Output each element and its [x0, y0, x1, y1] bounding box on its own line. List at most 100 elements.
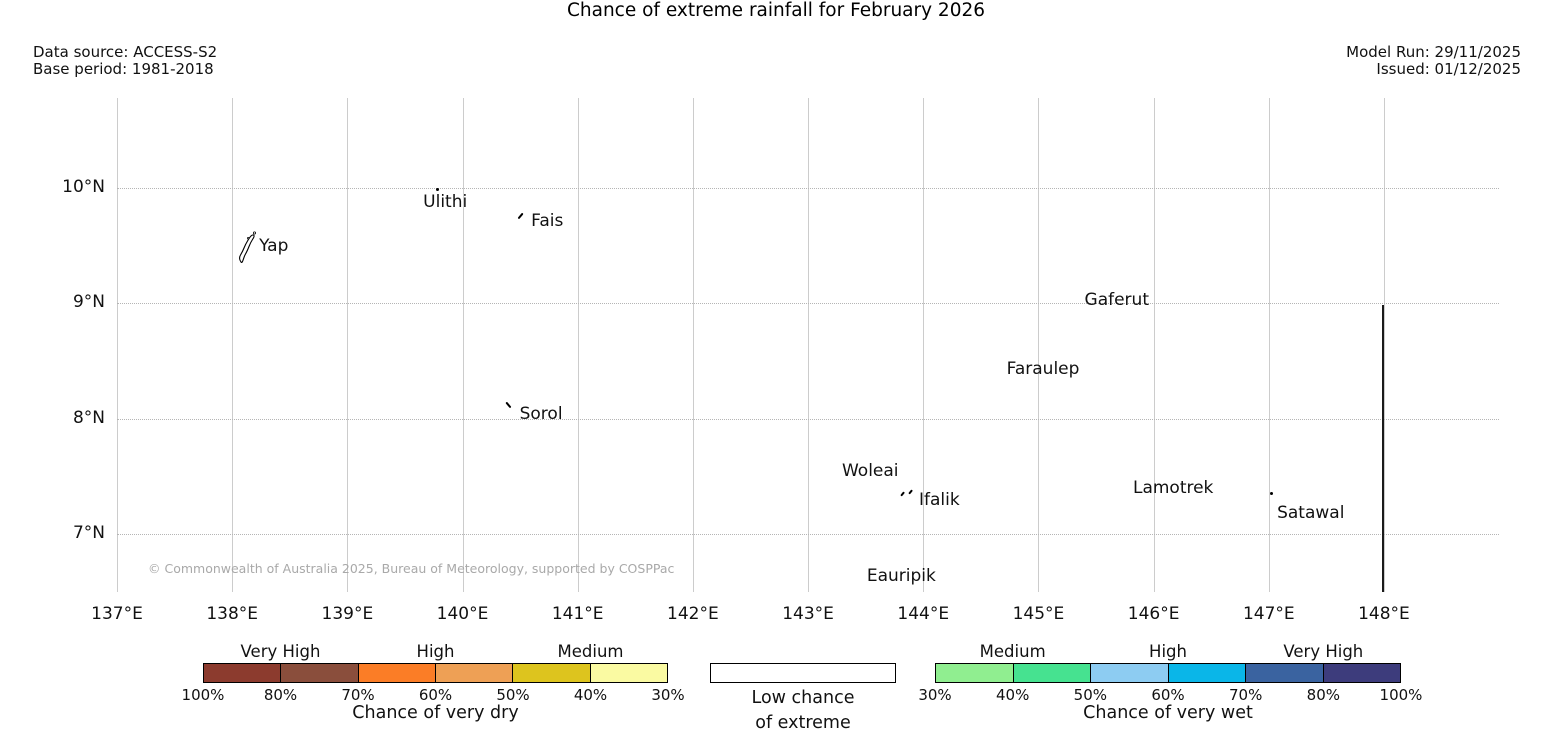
- x-axis-tick-label: 148°E: [1358, 604, 1410, 624]
- legend-color-segment: [1246, 664, 1324, 682]
- dry-legend-caption: Chance of very dry: [352, 703, 519, 723]
- island-label: Lamotrek: [1132, 477, 1214, 498]
- legend-header-label: Very High: [240, 642, 321, 661]
- parallel-gridline: [117, 533, 1499, 535]
- dry-colorbar: [203, 663, 668, 683]
- x-axis-tick-label: 147°E: [1242, 604, 1295, 624]
- meridian-gridline: [347, 98, 349, 592]
- legend-color-segment: [435, 664, 514, 682]
- x-axis-tick-label: 137°E: [91, 604, 143, 624]
- island-dot-icon: [435, 187, 439, 191]
- legend-color-segment: [513, 664, 591, 682]
- low-chance-caption: Low chance of extreme: [710, 686, 896, 736]
- island-label: Eauripik: [866, 565, 936, 586]
- meridian-gridline: [1268, 98, 1270, 592]
- legend-color-segment: [1013, 664, 1091, 682]
- meridian-gridline: [692, 98, 694, 592]
- legend-tick-label: 80%: [1306, 686, 1340, 704]
- island-outline-icon: [234, 229, 260, 265]
- meridian-gridline: [923, 98, 925, 592]
- meridian-gridline: [577, 98, 579, 592]
- island-tick-icon: [900, 491, 905, 497]
- legend-chance-of-very-wet: Medium High Very High 30% 40% 50% 60% 70% 80% 10…: [918, 642, 1422, 732]
- x-axis-tick-label: 138°E: [206, 604, 259, 624]
- legend-chance-of-very-dry: Very High High Medium 100% 80% 70% 60% 50% 40% 3…: [182, 642, 685, 732]
- island-label: Ifalik: [918, 490, 960, 511]
- meridian-gridline: [1038, 98, 1040, 592]
- legend-header-label: High: [1149, 642, 1187, 661]
- meta-right: Model Run: 29/11/2025 Issued: 01/12/2025: [1346, 44, 1521, 77]
- legend-color-segment: [590, 664, 667, 682]
- x-axis-tick-label: 146°E: [1127, 604, 1180, 624]
- page-title: Chance of extreme rainfall for February …: [566, 0, 986, 21]
- island-label: Fais: [531, 210, 564, 231]
- legend-header-label: Medium: [979, 642, 1046, 661]
- island-label: Ulithi: [423, 192, 468, 213]
- model-run-text: Model Run: 29/11/2025: [1346, 43, 1521, 61]
- legend-tick-label: 80%: [263, 686, 298, 704]
- meridian-gridline: [1383, 98, 1385, 592]
- issued-text: Issued: 01/12/2025: [1376, 59, 1521, 78]
- y-axis-tick-label: 7°N: [72, 522, 105, 543]
- island-label: Sorol: [519, 403, 563, 424]
- x-axis-tick-label: 142°E: [667, 604, 719, 624]
- island-tick-icon: [908, 489, 913, 495]
- legend-tick-label: 50%: [1073, 686, 1107, 704]
- meridian-gridline: [232, 98, 234, 592]
- low-chance-colorbox: [710, 663, 896, 683]
- meridian-gridline: [462, 98, 464, 592]
- meta-left: Data source: ACCESS-S2 Base period: 1981…: [33, 44, 217, 77]
- legend-tick-label: 60%: [418, 686, 453, 704]
- legend-tick-label: 30%: [651, 686, 685, 704]
- legend-tick-label: 40%: [573, 686, 608, 704]
- legend-tick-label: 40%: [995, 686, 1030, 704]
- data-source-text: Data source: ACCESS-S2: [33, 43, 218, 61]
- legend-tick-label: 70%: [1228, 686, 1263, 704]
- wet-colorbar: [935, 663, 1401, 683]
- island-dot-icon: [1269, 492, 1273, 496]
- x-axis-tick-label: 139°E: [321, 604, 374, 624]
- parallel-gridline: [117, 188, 1499, 189]
- island-label: Yap: [259, 235, 289, 256]
- wet-legend-ticks: 30% 40% 50% 60% 70% 80% 100%: [918, 686, 1422, 704]
- meridian-gridline: [1153, 98, 1155, 592]
- y-axis-tick-label: 10°N: [62, 177, 105, 197]
- wet-legend-headers: Medium High Very High: [935, 642, 1401, 661]
- copyright-text: © Commonwealth of Australia 2025, Bureau…: [148, 561, 675, 576]
- legend-color-segment: [1168, 664, 1246, 682]
- island-tick-icon: [517, 212, 524, 219]
- legend-color-segment: [358, 664, 436, 682]
- x-axis-tick-label: 144°E: [897, 604, 950, 624]
- dry-legend-headers: Very High High Medium: [203, 642, 668, 661]
- x-axis-tick-label: 140°E: [436, 604, 489, 624]
- legend-color-segment: [1323, 664, 1400, 682]
- legend-tick-label: 60%: [1151, 686, 1185, 704]
- wet-legend-caption: Chance of very wet: [1083, 703, 1253, 723]
- legend-tick-label: 100%: [181, 686, 225, 704]
- legend-header-label: Very High: [1283, 642, 1364, 661]
- island-label: Woleai: [841, 460, 899, 481]
- dry-legend-ticks: 100% 80% 70% 60% 50% 40% 30%: [182, 686, 685, 704]
- island-label: Gaferut: [1084, 289, 1149, 310]
- base-period-text: Base period: 1981-2018: [33, 59, 214, 78]
- parallel-gridline: [117, 418, 1499, 420]
- legend-header-label: High: [416, 642, 455, 661]
- legend-tick-label: 100%: [1379, 686, 1423, 704]
- legend-tick-label: 50%: [496, 686, 530, 704]
- region-boundary-line: [1382, 305, 1384, 592]
- y-axis-tick-label: 9°N: [72, 292, 105, 313]
- legend-low-chance: Low chance of extreme: [710, 642, 896, 733]
- parallel-gridline: [117, 303, 1499, 305]
- legend-color-segment: [204, 664, 282, 682]
- y-axis-tick-label: 8°N: [72, 407, 105, 428]
- legend-color-segment: [1091, 664, 1169, 682]
- legend-tick-label: 70%: [341, 686, 375, 704]
- x-axis-tick-label: 145°E: [1012, 604, 1065, 624]
- legend-header-label: Medium: [557, 642, 624, 661]
- island-label: Satawal: [1277, 502, 1345, 523]
- island-label: Faraulep: [1006, 359, 1080, 380]
- meridian-gridline: [808, 98, 810, 592]
- x-axis-tick-label: 141°E: [551, 604, 604, 624]
